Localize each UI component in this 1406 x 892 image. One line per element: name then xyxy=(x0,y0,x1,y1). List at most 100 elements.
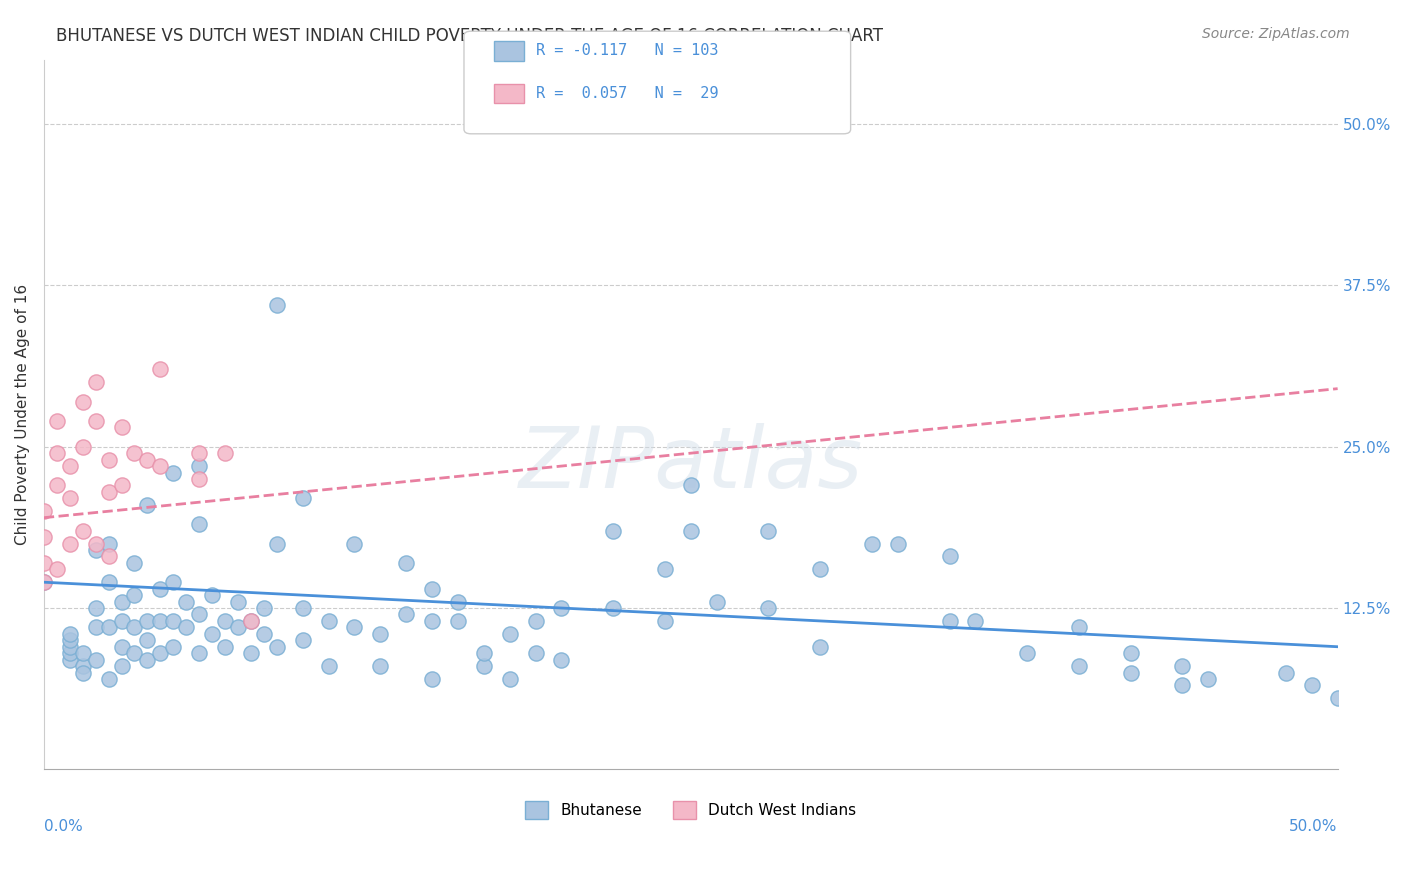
Point xyxy=(59,491,82,506)
Point xyxy=(395,607,418,622)
Point xyxy=(1171,678,1194,692)
Point xyxy=(110,478,132,492)
Point xyxy=(965,614,987,628)
Point xyxy=(162,575,184,590)
Point xyxy=(97,536,120,550)
Point xyxy=(149,582,172,596)
Point xyxy=(32,575,55,590)
Point xyxy=(162,640,184,654)
Text: Source: ZipAtlas.com: Source: ZipAtlas.com xyxy=(1202,27,1350,41)
Point xyxy=(124,446,146,460)
Point xyxy=(32,504,55,518)
Point xyxy=(343,620,366,634)
Point xyxy=(59,459,82,474)
Point xyxy=(97,575,120,590)
Point xyxy=(188,459,211,474)
Point xyxy=(72,524,94,538)
Point xyxy=(45,414,67,428)
Point xyxy=(679,524,702,538)
Point xyxy=(226,620,249,634)
Point xyxy=(1017,646,1039,660)
Point xyxy=(472,659,495,673)
Point xyxy=(420,582,443,596)
Point xyxy=(706,594,728,608)
Point xyxy=(59,653,82,667)
Point xyxy=(239,614,262,628)
Point xyxy=(291,491,314,506)
Point xyxy=(84,653,107,667)
Point xyxy=(368,659,391,673)
Point xyxy=(679,478,702,492)
Point xyxy=(239,646,262,660)
Point xyxy=(447,594,470,608)
Point xyxy=(32,556,55,570)
Point xyxy=(266,536,288,550)
Point xyxy=(291,601,314,615)
Point xyxy=(45,446,67,460)
Point xyxy=(136,633,159,648)
Point xyxy=(72,665,94,680)
Point xyxy=(420,614,443,628)
Point xyxy=(1301,678,1323,692)
Point xyxy=(1067,620,1090,634)
Point xyxy=(201,627,224,641)
Point xyxy=(72,440,94,454)
Point xyxy=(1197,672,1219,686)
Point xyxy=(239,614,262,628)
Point xyxy=(84,536,107,550)
Point xyxy=(214,446,236,460)
Point xyxy=(188,607,211,622)
Point xyxy=(1275,665,1298,680)
Point xyxy=(472,646,495,660)
Point xyxy=(72,394,94,409)
Point xyxy=(136,653,159,667)
Point xyxy=(149,614,172,628)
Point xyxy=(84,414,107,428)
Point xyxy=(97,484,120,499)
Point xyxy=(84,601,107,615)
Point xyxy=(214,640,236,654)
Point xyxy=(188,646,211,660)
Y-axis label: Child Poverty Under the Age of 16: Child Poverty Under the Age of 16 xyxy=(15,284,30,545)
Point xyxy=(59,646,82,660)
Point xyxy=(654,562,676,576)
Point xyxy=(860,536,883,550)
Point xyxy=(1171,659,1194,673)
Point xyxy=(253,601,276,615)
Point xyxy=(201,588,224,602)
Point xyxy=(808,562,831,576)
Text: R =  0.057   N =  29: R = 0.057 N = 29 xyxy=(536,87,718,101)
Point xyxy=(84,543,107,558)
Point xyxy=(1326,691,1348,706)
Point xyxy=(32,530,55,544)
Point xyxy=(654,614,676,628)
Point xyxy=(110,640,132,654)
Text: ZIPatlas: ZIPatlas xyxy=(519,423,863,506)
Point xyxy=(97,620,120,634)
Point xyxy=(395,556,418,570)
Point xyxy=(124,620,146,634)
Point xyxy=(887,536,910,550)
Point xyxy=(188,472,211,486)
Point xyxy=(318,659,340,673)
Point xyxy=(938,549,960,564)
Point xyxy=(550,653,572,667)
Point xyxy=(1119,646,1142,660)
Text: BHUTANESE VS DUTCH WEST INDIAN CHILD POVERTY UNDER THE AGE OF 16 CORRELATION CHA: BHUTANESE VS DUTCH WEST INDIAN CHILD POV… xyxy=(56,27,883,45)
Point xyxy=(149,459,172,474)
Point xyxy=(253,627,276,641)
Text: 0.0%: 0.0% xyxy=(44,819,83,834)
Point xyxy=(72,659,94,673)
Point xyxy=(59,536,82,550)
Point xyxy=(1119,665,1142,680)
Point xyxy=(97,452,120,467)
Point xyxy=(59,627,82,641)
Point xyxy=(84,620,107,634)
Text: 50.0%: 50.0% xyxy=(1289,819,1337,834)
Point xyxy=(498,672,520,686)
Point xyxy=(162,614,184,628)
Point xyxy=(162,466,184,480)
Point xyxy=(72,646,94,660)
Point xyxy=(550,601,572,615)
Point xyxy=(136,452,159,467)
